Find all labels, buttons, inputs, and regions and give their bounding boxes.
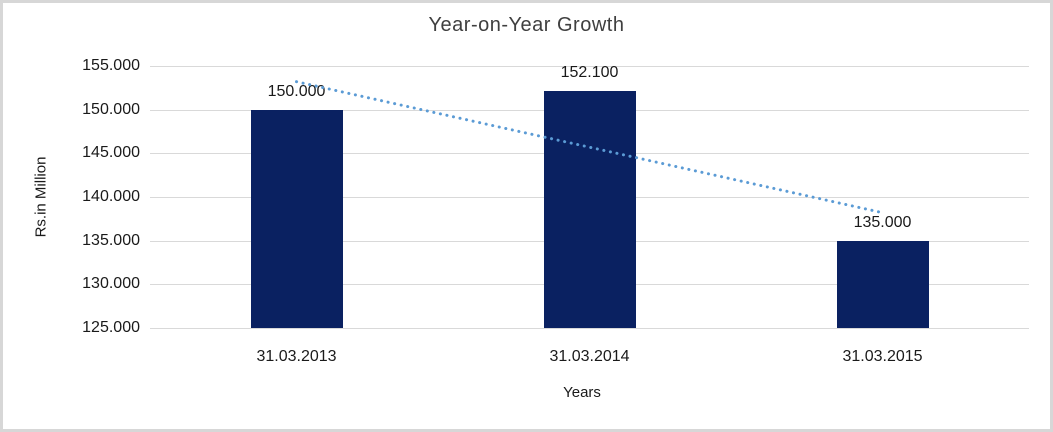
bar-data-label: 150.000 bbox=[267, 82, 326, 100]
gridline bbox=[150, 66, 1029, 67]
x-axis-title: Years bbox=[563, 384, 601, 401]
bar-data-label: 135.000 bbox=[853, 213, 912, 231]
y-axis-tick-label: 130.000 bbox=[82, 275, 140, 293]
bar-data-label: 152.100 bbox=[560, 64, 619, 82]
y-axis-tick-label: 135.000 bbox=[82, 231, 140, 249]
y-axis-tick-label: 140.000 bbox=[82, 188, 140, 205]
bar bbox=[836, 240, 929, 328]
y-axis-tick-label: 125.000 bbox=[82, 319, 140, 336]
bar bbox=[250, 109, 343, 328]
y-axis-tick-label: 150.000 bbox=[82, 100, 140, 118]
x-axis-tick-label: 31.03.2014 bbox=[549, 348, 630, 365]
bar bbox=[543, 91, 636, 328]
y-axis-tick-label: 145.000 bbox=[82, 144, 140, 162]
gridline bbox=[150, 328, 1029, 329]
y-axis-tick-label: 155.000 bbox=[82, 57, 140, 74]
x-axis-tick-label: 31.03.2013 bbox=[256, 348, 337, 365]
chart-title: Year-on-Year Growth bbox=[428, 14, 625, 36]
x-axis-tick-label: 31.03.2015 bbox=[842, 348, 923, 365]
y-axis-title: Rs.in Million bbox=[32, 156, 50, 238]
